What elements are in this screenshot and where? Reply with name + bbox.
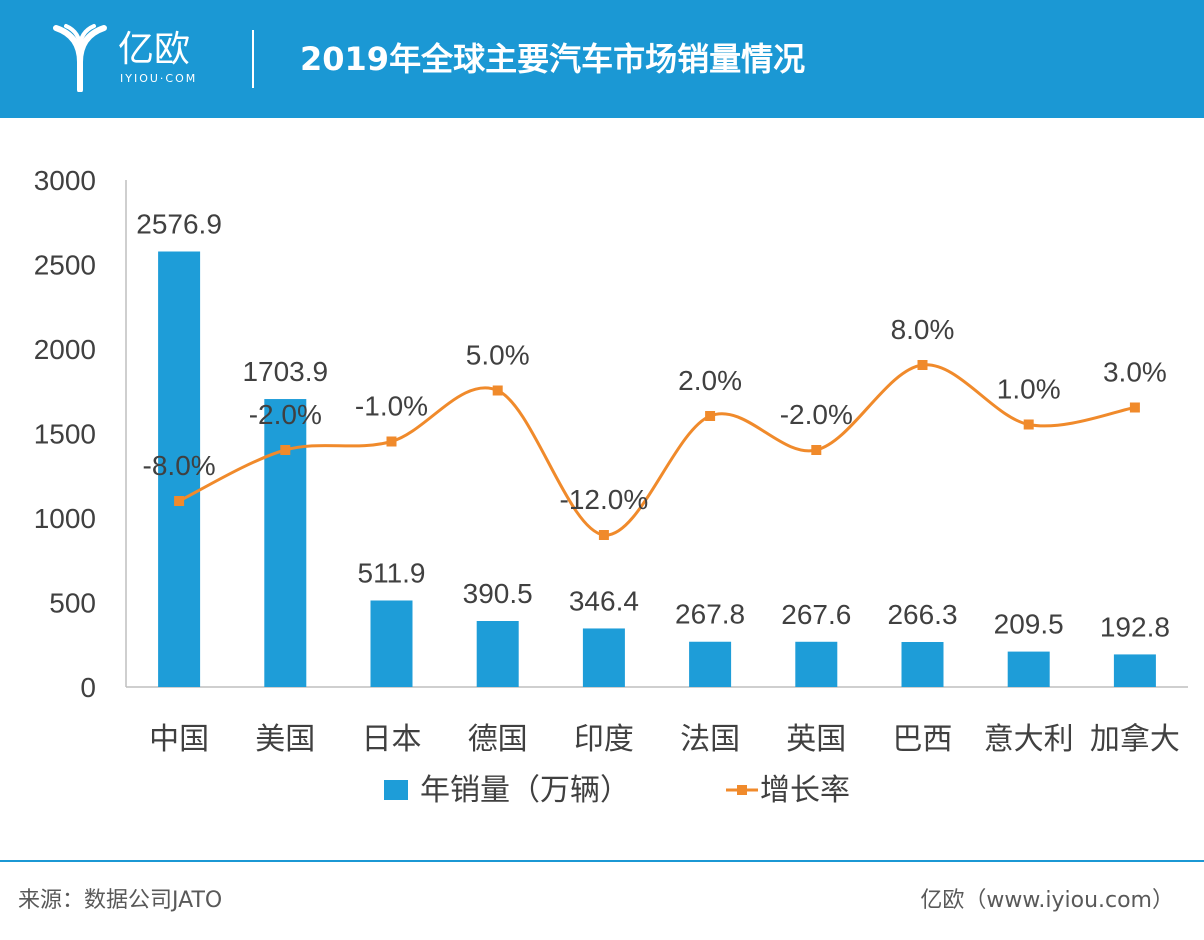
x-tick-label: 德国 [468, 723, 528, 756]
chart: 0 500 1000 1500 2000 2500 3000 2576.9 中国 1703.9 美国… [34, 165, 1188, 807]
growth-marker [917, 360, 928, 370]
legend-line-marker [737, 785, 747, 795]
growth-marker [598, 530, 609, 540]
bar-value-label: 267.6 [781, 599, 851, 630]
bar-value-label: 267.8 [675, 599, 745, 630]
logo-subtext: IYIOU·COM [120, 72, 198, 85]
growth-marker [492, 385, 503, 396]
y-tick-label: 1000 [34, 503, 96, 534]
growth-value-label: -2.0% [249, 399, 322, 430]
logo: 亿欧 IYIOU·COM [52, 18, 222, 98]
bar [1113, 654, 1156, 687]
bar [582, 628, 625, 687]
bar-value-label: 511.9 [358, 557, 426, 588]
growth-value-label: 8.0% [891, 314, 955, 345]
x-tick-label: 意大利 [984, 723, 1074, 756]
growth-marker [1129, 402, 1140, 413]
y-tick-label: 1500 [34, 419, 96, 450]
y-tick-label: 500 [49, 588, 96, 619]
header-divider [252, 30, 254, 88]
growth-line [178, 363, 1136, 537]
bar-value-label: 2576.9 [136, 209, 222, 240]
page-title: 2019年全球主要汽车市场销量情况 [300, 40, 806, 78]
x-tick-label: 中国 [149, 723, 209, 756]
growth-marker [386, 436, 397, 447]
x-tick-label: 日本 [362, 723, 422, 756]
iyiou-logo-icon [53, 24, 107, 92]
source-note: 来源：数据公司JATO [18, 888, 223, 913]
bar [901, 641, 944, 687]
bar-value-label: 266.3 [887, 599, 957, 630]
legend-bar-swatch [384, 780, 408, 800]
bar [158, 251, 201, 687]
growth-value-label: -12.0% [560, 484, 649, 515]
footer-divider [0, 860, 1204, 862]
growth-marker [705, 411, 716, 421]
x-tick-label: 美国 [255, 723, 315, 756]
bar [476, 621, 519, 687]
growth-value-label: 1.0% [997, 374, 1061, 405]
bar-value-label: 390.5 [463, 578, 533, 609]
growth-marker [811, 445, 822, 455]
credit-note: 亿欧（www.iyiou.com） [920, 888, 1174, 913]
y-tick-label: 2000 [34, 334, 96, 365]
bar-value-label: 1703.9 [242, 356, 328, 387]
bar-value-label: 346.4 [569, 585, 639, 616]
bar [370, 600, 413, 687]
x-tick-label: 法国 [680, 723, 740, 756]
growth-value-label: -8.0% [143, 450, 216, 481]
growth-marker [1023, 419, 1034, 430]
x-tick-label: 巴西 [893, 723, 953, 756]
bar-value-label: 209.5 [994, 609, 1064, 640]
growth-value-label: 3.0% [1103, 357, 1167, 388]
logo-text: 亿欧 [118, 29, 191, 70]
x-tick-label: 加拿大 [1090, 723, 1180, 756]
x-tick-label: 英国 [786, 723, 846, 756]
bar [264, 399, 307, 687]
growth-value-label: 2.0% [678, 365, 742, 396]
y-tick-label: 2500 [34, 250, 96, 281]
bar [795, 641, 838, 687]
growth-marker [174, 496, 185, 506]
x-tick-label: 印度 [574, 723, 634, 756]
y-tick-label: 0 [80, 672, 96, 703]
header-bar: 亿欧 IYIOU·COM 2019年全球主要汽车市场销量情况 [0, 0, 1204, 118]
bar-value-label: 192.8 [1100, 611, 1170, 642]
growth-marker [280, 445, 291, 455]
bar [689, 641, 732, 687]
growth-value-label: 5.0% [466, 340, 530, 371]
bar [1007, 651, 1050, 687]
growth-value-label: -1.0% [355, 391, 428, 422]
legend-line-label: 增长率 [760, 774, 850, 807]
growth-value-label: -2.0% [780, 399, 853, 430]
y-tick-label: 3000 [34, 165, 96, 196]
legend-bar-label: 年销量（万辆） [420, 774, 630, 807]
